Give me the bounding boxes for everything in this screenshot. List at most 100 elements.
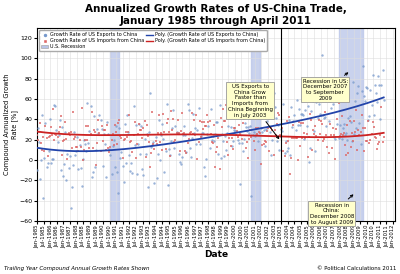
Growth Rate of US Imports from China — [208, 140, 215, 144]
Growth Rate of US Exports to China — [164, 102, 170, 106]
Growth Rate of US Imports from China — [208, 132, 214, 136]
Growth Rate of US Imports from China — [180, 131, 186, 136]
Growth Rate of US Exports to China — [155, 152, 161, 156]
Growth Rate of US Imports from China — [78, 105, 85, 110]
Growth Rate of US Imports from China — [123, 130, 129, 134]
Growth Rate of US Imports from China — [78, 145, 84, 150]
Growth Rate of US Imports from China — [81, 148, 87, 152]
Growth Rate of US Exports to China — [199, 131, 205, 136]
Text: Trailing Year Compound Annual Growth Rates Shown: Trailing Year Compound Annual Growth Rat… — [4, 266, 150, 271]
Growth Rate of US Exports to China — [70, 163, 76, 167]
Growth Rate of US Exports to China — [82, 142, 88, 147]
Growth Rate of US Exports to China — [351, 132, 357, 136]
Growth Rate of US Exports to China — [358, 89, 365, 93]
Growth Rate of US Imports from China — [254, 132, 260, 136]
Growth Rate of US Exports to China — [142, 152, 149, 157]
Growth Rate of US Imports from China — [262, 138, 268, 143]
Growth Rate of US Exports to China — [46, 149, 52, 153]
Growth Rate of US Imports from China — [355, 128, 362, 133]
Growth Rate of US Exports to China — [69, 185, 75, 189]
Growth Rate of US Exports to China — [164, 183, 171, 187]
Growth Rate of US Exports to China — [58, 167, 64, 172]
Growth Rate of US Imports from China — [82, 138, 88, 142]
Growth Rate of US Exports to China — [343, 131, 350, 136]
Growth Rate of US Exports to China — [184, 102, 191, 106]
Growth Rate of US Exports to China — [284, 149, 290, 153]
Growth Rate of US Exports to China — [290, 118, 296, 123]
Growth Rate of US Imports from China — [174, 118, 181, 122]
Growth Rate of US Exports to China — [176, 152, 182, 156]
Growth Rate of US Imports from China — [328, 133, 334, 137]
Growth Rate of US Imports from China — [157, 140, 163, 144]
Growth Rate of US Exports to China — [334, 122, 341, 126]
Growth Rate of US Imports from China — [334, 117, 341, 122]
Growth Rate of US Exports to China — [75, 167, 82, 171]
Growth Rate of US Exports to China — [172, 124, 179, 129]
Growth Rate of US Exports to China — [237, 182, 244, 186]
Growth Rate of US Exports to China — [122, 121, 128, 126]
Growth Rate of US Imports from China — [285, 139, 291, 143]
Growth Rate of US Imports from China — [49, 133, 55, 137]
Growth Rate of US Exports to China — [104, 119, 110, 124]
Growth Rate of US Exports to China — [258, 126, 264, 130]
Growth Rate of US Exports to China — [314, 116, 321, 121]
Growth Rate of US Imports from China — [287, 171, 293, 176]
Growth Rate of US Imports from China — [380, 135, 387, 139]
Growth Rate of US Imports from China — [176, 130, 182, 135]
Growth Rate of US Exports to China — [348, 139, 355, 144]
Growth Rate of US Imports from China — [112, 123, 118, 127]
Growth Rate of US Exports to China — [93, 148, 99, 153]
Growth Rate of US Exports to China — [355, 84, 362, 89]
Growth Rate of US Imports from China — [222, 119, 228, 123]
Growth Rate of US Exports to China — [113, 124, 119, 129]
Growth Rate of US Imports from China — [43, 136, 50, 141]
Growth Rate of US Exports to China — [146, 130, 152, 134]
Growth Rate of US Exports to China — [329, 86, 335, 91]
Growth Rate of US Imports from China — [141, 119, 148, 124]
Growth Rate of US Imports from China — [370, 124, 377, 129]
Growth Rate of US Exports to China — [59, 124, 65, 129]
Growth Rate of US Exports to China — [270, 91, 277, 95]
Growth Rate of US Imports from China — [162, 147, 169, 151]
Growth Rate of US Exports to China — [81, 137, 87, 142]
Growth Rate of US Exports to China — [213, 120, 220, 124]
Growth Rate of US Exports to China — [178, 162, 184, 166]
Growth Rate of US Imports from China — [86, 146, 93, 150]
Growth Rate of US Exports to China — [282, 139, 289, 143]
Growth Rate of US Imports from China — [170, 117, 176, 121]
Growth Rate of US Imports from China — [59, 153, 65, 157]
Growth Rate of US Exports to China — [118, 150, 125, 154]
Growth Rate of US Exports to China — [226, 102, 233, 106]
Growth Rate of US Exports to China — [37, 177, 43, 181]
Growth Rate of US Exports to China — [65, 166, 72, 171]
Growth Rate of US Exports to China — [61, 161, 67, 166]
Growth Rate of US Exports to China — [125, 130, 131, 135]
Growth Rate of US Imports from China — [211, 122, 217, 127]
Growth Rate of US Exports to China — [302, 108, 309, 113]
Growth Rate of US Exports to China — [230, 139, 236, 144]
Growth Rate of US Exports to China — [160, 137, 166, 141]
Growth Rate of US Exports to China — [154, 176, 160, 180]
Growth Rate of US Exports to China — [365, 117, 372, 122]
Growth Rate of US Imports from China — [266, 149, 272, 153]
Growth Rate of US Imports from China — [160, 112, 166, 117]
Growth Rate of US Exports to China — [221, 154, 227, 158]
Growth Rate of US Imports from China — [204, 113, 210, 117]
Growth Rate of US Imports from China — [183, 151, 190, 155]
Growth Rate of US Imports from China — [303, 132, 310, 136]
Growth Rate of US Exports to China — [378, 83, 385, 87]
Growth Rate of US Exports to China — [167, 153, 173, 157]
Growth Rate of US Imports from China — [248, 135, 255, 139]
Growth Rate of US Imports from China — [291, 136, 298, 140]
Growth Rate of US Exports to China — [158, 132, 164, 137]
Growth Rate of US Imports from China — [356, 133, 363, 137]
Growth Rate of US Exports to China — [54, 140, 61, 145]
Growth Rate of US Exports to China — [318, 113, 324, 118]
Growth Rate of US Exports to China — [210, 134, 216, 139]
Growth Rate of US Imports from China — [319, 122, 325, 127]
Growth Rate of US Imports from China — [98, 124, 105, 128]
Growth Rate of US Imports from China — [282, 141, 289, 145]
Growth Rate of US Exports to China — [236, 141, 242, 145]
Growth Rate of US Imports from China — [189, 111, 195, 115]
Growth Rate of US Exports to China — [370, 113, 377, 118]
